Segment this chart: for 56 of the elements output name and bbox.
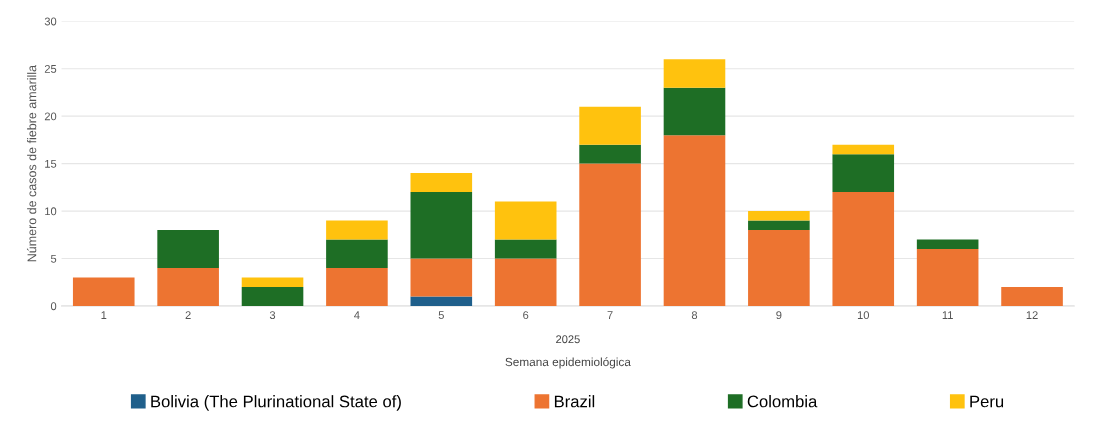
- bar: [157, 268, 219, 306]
- x-axis-title: Semana epidemiológica: [505, 357, 631, 369]
- text: 2025: [556, 335, 580, 344]
- bar: [410, 192, 473, 259]
- bar: [1001, 287, 1063, 306]
- bar: [494, 239, 557, 259]
- bar: [832, 144, 895, 155]
- y-tick-label: 20: [44, 112, 57, 121]
- y-tick-label: 15: [45, 160, 57, 168]
- y-tick-label: 0: [50, 302, 57, 311]
- x-tick-label: 5: [438, 311, 444, 320]
- bar: [916, 249, 979, 306]
- y-tick-label: 10: [45, 207, 57, 216]
- bar: [748, 211, 810, 221]
- bar: [410, 258, 473, 297]
- y-tick-label: 5: [50, 254, 57, 263]
- bar: [157, 230, 219, 269]
- bar: [72, 277, 135, 306]
- legend-label: Bolivia (The Plurinational State of): [151, 395, 401, 411]
- bar: [410, 296, 473, 306]
- bar: [410, 173, 473, 193]
- bar: [494, 258, 557, 306]
- bar: [832, 192, 895, 306]
- x-tick-label: 4: [354, 311, 360, 319]
- bar: [326, 268, 388, 306]
- x-tick-label: 10: [857, 311, 870, 320]
- bar: [916, 239, 979, 250]
- bar: [748, 230, 810, 306]
- bar: [579, 144, 641, 164]
- bar: [663, 59, 726, 88]
- bar: [326, 239, 388, 269]
- legend-label: Colombia: [747, 395, 818, 408]
- x-tick-label: 3: [269, 311, 276, 320]
- bar: [241, 277, 304, 288]
- x-tick-label: 11: [942, 311, 953, 319]
- bar: [663, 87, 726, 136]
- x-tick-label: 7: [607, 311, 613, 319]
- legend-label: Peru: [970, 395, 1004, 408]
- y-axis-title: Número de casos de fiebre amarilla: [26, 64, 37, 262]
- bar: [579, 163, 641, 306]
- bar: [832, 154, 895, 193]
- legend-label: Brazil: [554, 395, 595, 408]
- x-tick-label: 9: [776, 311, 782, 320]
- y-tick-label: 30: [44, 17, 57, 26]
- x-tick-label: 2: [185, 311, 191, 319]
- x-tick-label: 12: [1026, 311, 1038, 319]
- bar: [494, 201, 557, 240]
- bar: [241, 287, 304, 306]
- y-tick-label: 25: [44, 64, 57, 73]
- bar: [326, 220, 388, 240]
- x-tick-label: 6: [523, 311, 529, 320]
- bar: [579, 106, 641, 145]
- x-tick-label: 1: [101, 311, 107, 319]
- bar: [748, 220, 810, 231]
- x-tick-label: 8: [691, 311, 698, 320]
- bar: [663, 135, 726, 306]
